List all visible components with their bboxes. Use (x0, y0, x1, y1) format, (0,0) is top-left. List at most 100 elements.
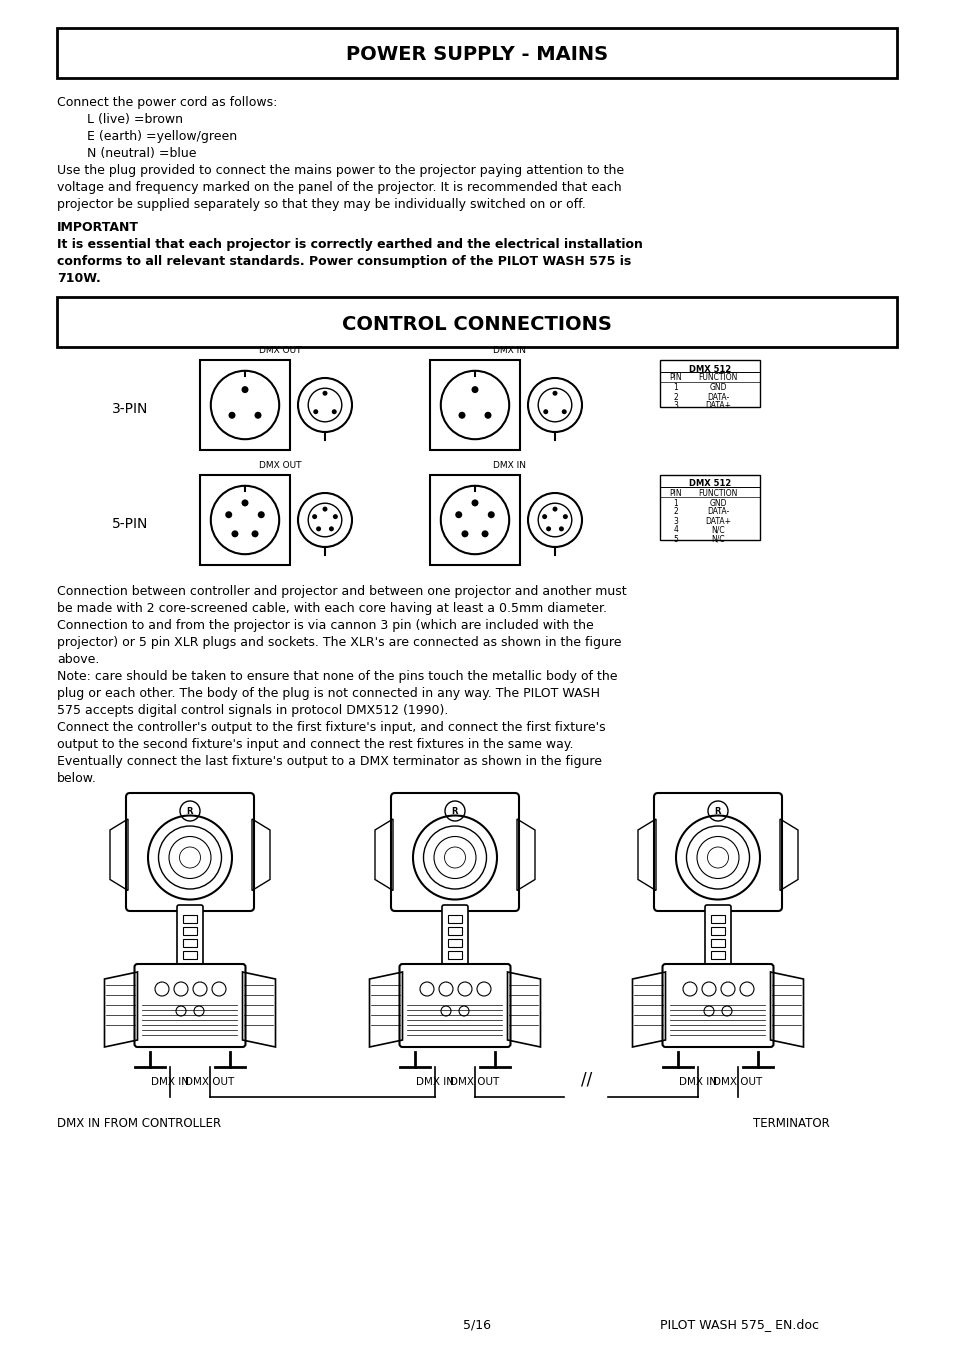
Circle shape (458, 412, 465, 418)
Circle shape (558, 526, 563, 532)
Text: DMX 512: DMX 512 (688, 479, 730, 489)
Text: be made with 2 core-screened cable, with each core having at least a 0.5mm diame: be made with 2 core-screened cable, with… (57, 602, 606, 616)
Text: FUNCTION: FUNCTION (698, 489, 737, 498)
Bar (57, 297, 896, 347)
Text: N/C: N/C (710, 535, 724, 544)
Text: R: R (714, 806, 720, 815)
Text: 5/16: 5/16 (462, 1318, 491, 1331)
Text: GND: GND (708, 383, 726, 393)
Text: FUNCTION: FUNCTION (698, 374, 737, 382)
Text: DMX OUT: DMX OUT (258, 346, 301, 355)
Text: 3: 3 (673, 517, 678, 525)
Text: projector) or 5 pin XLR plugs and sockets. The XLR's are connected as shown in t: projector) or 5 pin XLR plugs and socket… (57, 636, 620, 649)
Circle shape (541, 514, 546, 520)
Bar (183, 915, 196, 923)
Circle shape (552, 390, 557, 396)
Bar (710, 927, 724, 936)
Text: N/C: N/C (710, 525, 724, 535)
Circle shape (254, 412, 261, 418)
Text: DMX 512: DMX 512 (688, 364, 730, 374)
Text: DMX IN: DMX IN (151, 1077, 189, 1087)
Text: DMX IN: DMX IN (679, 1077, 717, 1087)
Bar (448, 915, 461, 923)
Circle shape (229, 412, 235, 418)
Circle shape (332, 409, 336, 414)
Circle shape (322, 390, 327, 396)
Text: above.: above. (57, 653, 99, 666)
Text: DMX IN: DMX IN (416, 1077, 454, 1087)
Text: projector be supplied separately so that they may be individually switched on or: projector be supplied separately so that… (57, 198, 585, 211)
Text: 710W.: 710W. (57, 271, 101, 285)
Circle shape (329, 526, 334, 532)
FancyBboxPatch shape (177, 904, 203, 969)
Text: E (earth) =yellow/green: E (earth) =yellow/green (87, 130, 237, 143)
Circle shape (545, 526, 551, 532)
Circle shape (561, 409, 566, 414)
Text: DATA-: DATA- (706, 393, 728, 401)
Bar (448, 940, 461, 946)
Text: DMX IN: DMX IN (493, 460, 526, 470)
Circle shape (252, 531, 258, 537)
Text: TERMINATOR: TERMINATOR (752, 1116, 829, 1130)
Text: Use the plug provided to connect the mains power to the projector paying attenti: Use the plug provided to connect the mai… (57, 163, 623, 177)
Text: conforms to all relevant standards. Power consumption of the PILOT WASH 575 is: conforms to all relevant standards. Powe… (57, 255, 631, 269)
Bar (200, 475, 290, 566)
Circle shape (322, 506, 327, 512)
Text: 2: 2 (673, 393, 678, 401)
Text: Connect the controller's output to the first fixture's input, and connect the fi: Connect the controller's output to the f… (57, 721, 605, 734)
Text: DATA+: DATA+ (704, 401, 730, 410)
Circle shape (241, 500, 248, 506)
Text: 575 accepts digital control signals in protocol DMX512 (1990).: 575 accepts digital control signals in p… (57, 703, 448, 717)
Text: PILOT WASH 575_ EN.doc: PILOT WASH 575_ EN.doc (659, 1318, 818, 1331)
Circle shape (225, 512, 232, 518)
Text: IMPORTANT: IMPORTANT (57, 221, 139, 234)
Text: 3-PIN: 3-PIN (112, 402, 148, 416)
Text: plug or each other. The body of the plug is not connected in any way. The PILOT : plug or each other. The body of the plug… (57, 687, 599, 701)
Bar (448, 950, 461, 958)
Bar (183, 927, 196, 936)
Text: 4: 4 (673, 525, 678, 535)
Text: DMX IN FROM CONTROLLER: DMX IN FROM CONTROLLER (57, 1116, 221, 1130)
Text: L (live) =brown: L (live) =brown (87, 113, 183, 126)
Text: R: R (187, 806, 193, 815)
Circle shape (312, 514, 316, 520)
Circle shape (461, 531, 468, 537)
Text: DATA+: DATA+ (704, 517, 730, 525)
Text: DMX OUT: DMX OUT (450, 1077, 499, 1087)
Text: 1: 1 (673, 383, 678, 393)
Circle shape (313, 409, 318, 414)
Bar (710, 940, 724, 946)
Circle shape (562, 514, 567, 520)
Text: It is essential that each projector is correctly earthed and the electrical inst: It is essential that each projector is c… (57, 238, 642, 251)
FancyBboxPatch shape (704, 904, 730, 969)
Circle shape (487, 512, 495, 518)
Text: GND: GND (708, 498, 726, 508)
Text: Eventually connect the last fixture's output to a DMX terminator as shown in the: Eventually connect the last fixture's ou… (57, 755, 601, 768)
Text: DMX OUT: DMX OUT (185, 1077, 234, 1087)
Circle shape (481, 531, 488, 537)
Circle shape (232, 531, 238, 537)
Bar (430, 360, 519, 450)
Circle shape (455, 512, 462, 518)
Text: Connection between controller and projector and between one projector and anothe: Connection between controller and projec… (57, 585, 626, 598)
Text: below.: below. (57, 772, 97, 784)
Text: PIN: PIN (669, 489, 681, 498)
Circle shape (257, 512, 265, 518)
Text: PIN: PIN (669, 374, 681, 382)
Text: Connection to and from the projector is via cannon 3 pin (which are included wit: Connection to and from the projector is … (57, 620, 593, 632)
Text: DMX OUT: DMX OUT (713, 1077, 761, 1087)
Text: CONTROL CONNECTIONS: CONTROL CONNECTIONS (342, 315, 611, 333)
FancyBboxPatch shape (654, 792, 781, 911)
FancyBboxPatch shape (441, 904, 468, 969)
Text: DATA-: DATA- (706, 508, 728, 517)
Text: Note: care should be taken to ensure that none of the pins touch the metallic bo: Note: care should be taken to ensure tha… (57, 670, 617, 683)
Text: DMX IN: DMX IN (493, 346, 526, 355)
FancyBboxPatch shape (661, 964, 773, 1048)
Bar (659, 475, 760, 540)
Text: output to the second fixture's input and connect the rest fixtures in the same w: output to the second fixture's input and… (57, 738, 573, 751)
Bar (710, 950, 724, 958)
Circle shape (241, 386, 248, 393)
Text: DMX OUT: DMX OUT (258, 460, 301, 470)
Text: 2: 2 (673, 508, 678, 517)
Bar (183, 950, 196, 958)
